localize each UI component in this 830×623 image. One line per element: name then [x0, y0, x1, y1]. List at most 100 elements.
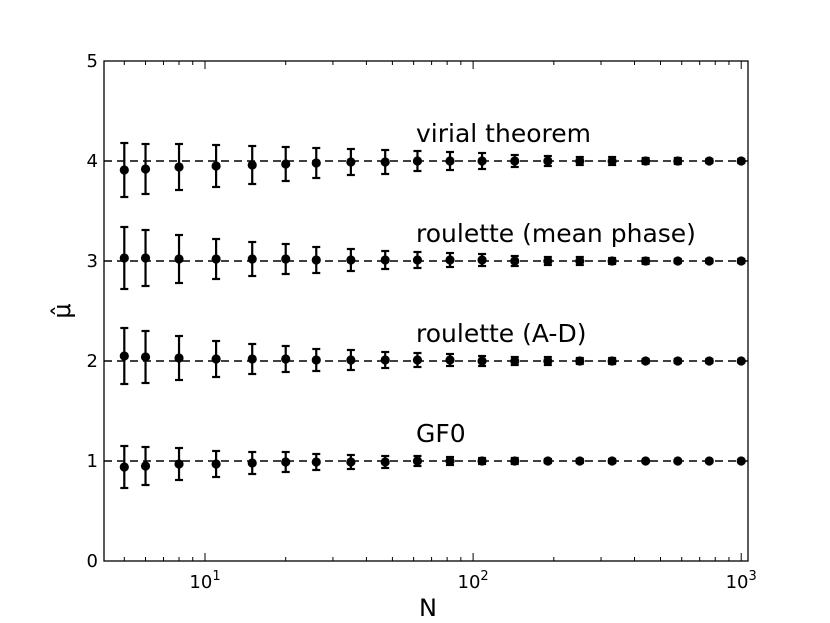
data-point	[380, 157, 390, 167]
data-point	[704, 156, 714, 166]
series-label: roulette (A-D)	[416, 319, 586, 348]
x-axis-label: N	[419, 594, 437, 622]
data-point	[575, 356, 585, 366]
data-point	[346, 157, 356, 167]
data-point	[510, 156, 520, 166]
data-point	[477, 456, 487, 466]
data-point	[607, 256, 617, 266]
series-label: GF0	[416, 419, 466, 448]
data-point	[412, 355, 423, 365]
data-point	[445, 255, 455, 265]
data-point	[445, 355, 455, 365]
series-label: roulette (mean phase)	[416, 219, 696, 248]
y-tick-label: 2	[87, 351, 98, 372]
data-point	[281, 254, 291, 264]
data-point	[311, 457, 321, 467]
x-tick-label: 102	[458, 569, 489, 593]
x-tick-base: 10	[458, 572, 481, 593]
data-point	[247, 354, 257, 364]
data-point	[641, 356, 651, 366]
data-point	[704, 456, 714, 466]
data-point	[380, 255, 390, 265]
plot-frame-group	[103, 60, 749, 562]
data-point	[445, 156, 455, 166]
data-point	[211, 161, 221, 171]
data-point	[575, 256, 585, 266]
data-point	[607, 456, 617, 466]
y-tick-label: 1	[87, 451, 98, 472]
data-point	[281, 457, 291, 467]
x-tick-label: 103	[726, 569, 757, 593]
data-point	[575, 156, 585, 166]
data-point	[281, 159, 291, 169]
data-point	[673, 456, 683, 466]
data-point	[211, 354, 221, 364]
x-tick-base: 10	[726, 572, 749, 593]
data-point	[641, 456, 651, 466]
x-tick-base: 10	[189, 572, 212, 593]
data-point	[641, 156, 651, 166]
reference-lines	[104, 160, 748, 462]
data-point	[380, 355, 390, 365]
data-point	[412, 156, 423, 166]
data-point	[140, 461, 151, 471]
series-label: virial theorem	[416, 119, 591, 148]
data-point	[140, 164, 151, 174]
data-point	[412, 456, 423, 466]
data-point	[346, 355, 356, 365]
y-tick-label: 3	[87, 251, 98, 272]
data-point	[119, 462, 129, 472]
data-points	[119, 156, 746, 472]
data-point	[247, 254, 257, 264]
data-point	[704, 256, 714, 266]
data-point	[119, 165, 129, 175]
data-point	[575, 456, 585, 466]
x-tick-exponent: 3	[749, 569, 757, 584]
data-point	[211, 254, 221, 264]
data-point	[477, 255, 487, 265]
data-point	[673, 356, 683, 366]
data-point	[445, 456, 455, 466]
y-axis-label: μ̂	[48, 303, 76, 318]
series-labels: virial theorem roulette (mean phase) roule…	[416, 119, 696, 448]
data-point	[477, 356, 487, 366]
data-point	[174, 353, 184, 363]
data-point	[119, 351, 129, 361]
data-point	[281, 354, 291, 364]
data-point	[311, 255, 321, 265]
data-point	[247, 458, 257, 468]
y-tick-label: 5	[87, 51, 98, 72]
data-point	[412, 255, 423, 265]
x-tick-exponent: 2	[480, 569, 488, 584]
data-point	[119, 253, 129, 263]
data-point	[140, 352, 151, 362]
data-point	[704, 356, 714, 366]
data-point	[174, 254, 184, 264]
data-point	[380, 457, 390, 467]
data-point	[510, 256, 520, 266]
data-point	[543, 456, 553, 466]
data-point	[510, 456, 520, 466]
data-point	[311, 355, 321, 365]
data-point	[543, 356, 553, 366]
data-point	[510, 356, 520, 366]
plot-frame	[103, 60, 749, 562]
data-point	[673, 156, 683, 166]
data-point	[174, 459, 184, 469]
data-point	[311, 158, 321, 168]
data-point	[477, 156, 487, 166]
data-point	[673, 256, 683, 266]
data-point	[543, 256, 553, 266]
data-point	[247, 160, 257, 170]
data-point	[174, 162, 184, 172]
data-point	[607, 356, 617, 366]
x-tick-exponent: 1	[212, 569, 220, 584]
data-point	[607, 156, 617, 166]
x-tick-label: 101	[189, 569, 220, 593]
data-point	[346, 457, 356, 467]
data-point	[543, 156, 553, 166]
y-tick-label: 0	[87, 551, 98, 572]
data-point	[346, 255, 356, 265]
data-point	[140, 253, 151, 263]
